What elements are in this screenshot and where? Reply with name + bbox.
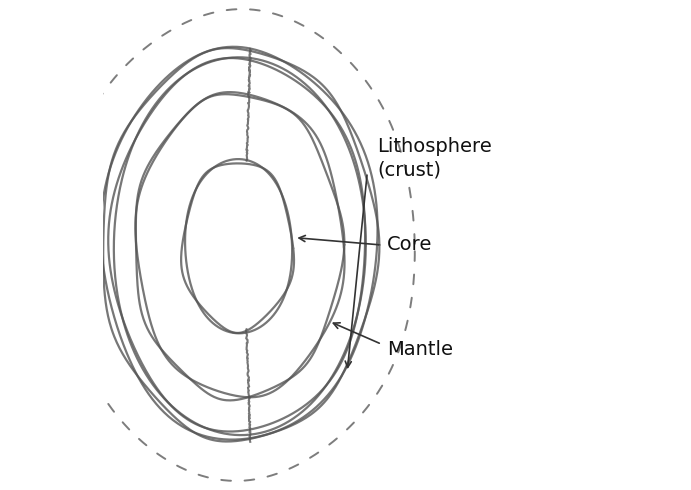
Text: Lithosphere
(crust): Lithosphere (crust) xyxy=(377,137,492,179)
Text: Mantle: Mantle xyxy=(387,340,453,359)
Text: Core: Core xyxy=(387,236,432,254)
